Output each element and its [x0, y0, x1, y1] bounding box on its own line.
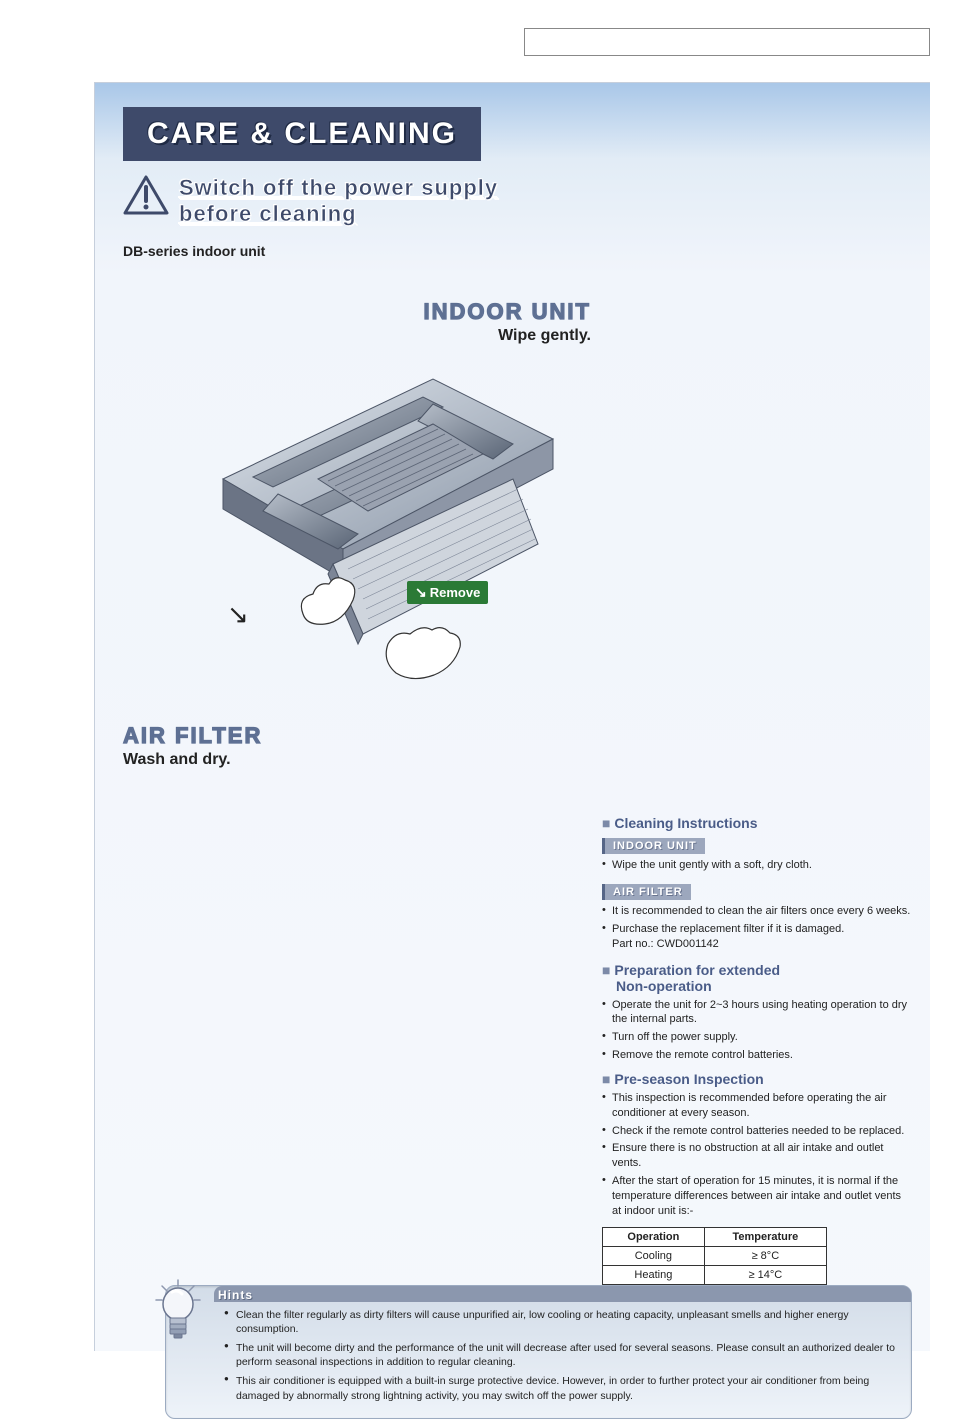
warning-row: Switch off the power supply before clean…: [123, 175, 912, 227]
air-filter-label-block: AIR FILTER Wash and dry.: [123, 723, 262, 769]
table-row: Cooling ≥ 8°C: [603, 1246, 827, 1265]
air-filter-list: It is recommended to clean the air filte…: [602, 904, 912, 937]
list-item: Turn off the power supply.: [602, 1030, 912, 1045]
table-header: Temperature: [704, 1227, 826, 1246]
left-column: DB-series indoor unit INDOOR UNIT Wipe g…: [123, 243, 603, 809]
hints-box: Hints Clean the filter regularly as dirt…: [165, 1285, 912, 1419]
air-filter-outline-label: AIR FILTER: [123, 723, 262, 749]
table-row: Heating ≥ 14°C: [603, 1265, 827, 1284]
warning-text: Switch off the power supply before clean…: [179, 175, 498, 227]
table-cell: Heating: [603, 1265, 705, 1284]
model-subhead: DB-series indoor unit: [123, 243, 603, 259]
warning-triangle-icon: [123, 175, 169, 215]
page-title-banner: CARE & CLEANING: [123, 107, 481, 161]
indoor-unit-outline-label: INDOOR UNIT: [424, 299, 591, 325]
table-cell: ≥ 14°C: [704, 1265, 826, 1284]
list-item: Operate the unit for 2~3 hours using hea…: [602, 998, 912, 1028]
page-panel: CARE & CLEANING Switch off the power sup…: [94, 82, 930, 1351]
remove-tag: Remove: [407, 581, 488, 604]
indoor-unit-label-block: INDOOR UNIT Wipe gently.: [424, 299, 591, 345]
list-item: It is recommended to clean the air filte…: [602, 904, 912, 919]
air-filter-sublabel: Wash and dry.: [123, 751, 262, 769]
table-cell: ≥ 8°C: [704, 1246, 826, 1265]
list-item: Purchase the replacement filter if it is…: [602, 922, 912, 937]
cleaning-instructions-header: Cleaning Instructions: [602, 815, 912, 831]
list-item: Check if the remote control batteries ne…: [602, 1124, 912, 1139]
cassette-unit-illustration: [183, 369, 573, 729]
air-filter-bar: AIR FILTER: [602, 884, 691, 900]
top-header-box: [524, 28, 930, 56]
list-item: This inspection is recommended before op…: [602, 1091, 912, 1121]
hints-title: Hints: [218, 1288, 897, 1302]
preseason-header: Pre-season Inspection: [602, 1071, 912, 1087]
arrow-down-icon: ↘: [227, 599, 249, 630]
list-item: Ensure there is no obstruction at all ai…: [602, 1141, 912, 1171]
indoor-unit-sublabel: Wipe gently.: [424, 327, 591, 345]
list-item: Wipe the unit gently with a soft, dry cl…: [602, 858, 912, 873]
indoor-unit-bar: INDOOR UNIT: [602, 838, 705, 854]
diagram-area: INDOOR UNIT Wipe gently.: [123, 269, 591, 809]
prep-header-l2: Non-operation: [616, 978, 712, 994]
warning-line1: Switch off the power supply: [179, 175, 498, 201]
preseason-list: This inspection is recommended before op…: [602, 1091, 912, 1219]
list-item: The unit will become dirty and the perfo…: [224, 1341, 897, 1369]
list-item: Remove the remote control batteries.: [602, 1048, 912, 1063]
table-cell: Cooling: [603, 1246, 705, 1265]
right-column: Cleaning Instructions INDOOR UNIT Wipe t…: [602, 809, 912, 1285]
prep-list: Operate the unit for 2~3 hours using hea…: [602, 998, 912, 1063]
temperature-table: Operation Temperature Cooling ≥ 8°C Heat…: [602, 1227, 827, 1285]
list-item: After the start of operation for 15 minu…: [602, 1174, 912, 1219]
warning-line2: before cleaning: [179, 201, 498, 227]
list-item: Clean the filter regularly as dirty filt…: [224, 1308, 897, 1336]
part-number: Part no.: CWD001142: [602, 938, 912, 950]
list-item: This air conditioner is equipped with a …: [224, 1374, 897, 1402]
table-header: Operation: [603, 1227, 705, 1246]
table-row: Operation Temperature: [603, 1227, 827, 1246]
prep-header: Preparation for extended Non-operation: [602, 962, 912, 994]
lightbulb-icon: [150, 1278, 206, 1344]
prep-header-l1: Preparation for extended: [614, 962, 780, 978]
hints-list: Clean the filter regularly as dirty filt…: [224, 1308, 897, 1403]
indoor-unit-list: Wipe the unit gently with a soft, dry cl…: [602, 858, 912, 873]
